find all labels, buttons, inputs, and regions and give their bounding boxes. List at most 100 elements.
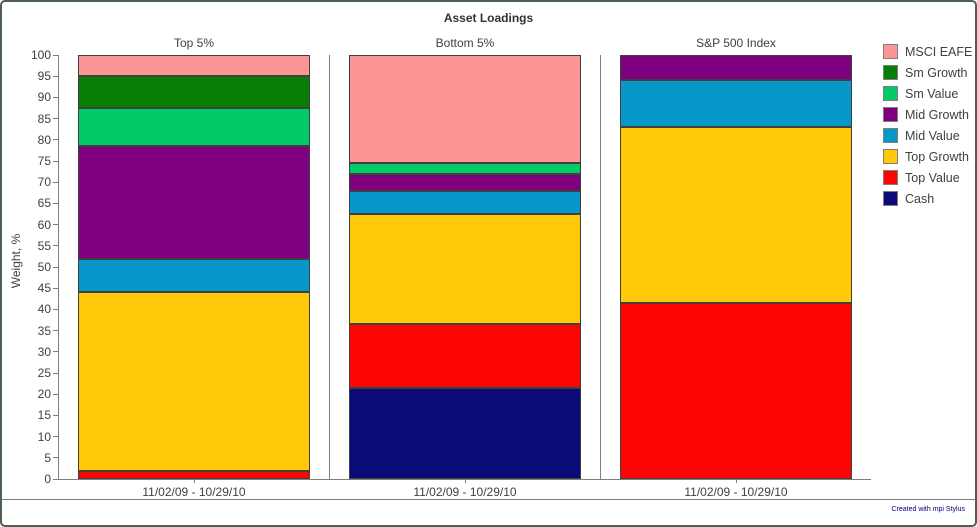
credit-text: Created with mpi Stylus	[891, 506, 965, 513]
y-tick	[53, 54, 58, 56]
y-tick-label: 50	[37, 260, 51, 274]
y-tick	[53, 118, 58, 120]
y-tick	[53, 393, 58, 395]
legend-label: Mid Value	[905, 128, 960, 143]
legend-item: Mid Value	[883, 128, 972, 143]
y-tick	[53, 372, 58, 374]
y-tick-label: 65	[37, 196, 51, 211]
bar-segment-msci-eafe	[348, 55, 582, 164]
y-tick	[53, 351, 58, 353]
stacked-bar	[77, 55, 311, 479]
x-tick	[465, 479, 466, 483]
y-tick	[53, 287, 58, 289]
bar-segment-cash	[348, 387, 582, 479]
bar-segment-mid-growth	[348, 173, 582, 191]
y-tick-label: 100	[30, 48, 51, 62]
y-tick	[53, 202, 58, 204]
panel-title: Bottom 5%	[435, 36, 495, 50]
y-tick	[53, 414, 58, 416]
bar-segment-top-value	[348, 324, 582, 388]
legend-swatch-sm-growth	[883, 65, 898, 80]
stacked-bar	[619, 55, 853, 479]
y-tick-label: 90	[37, 90, 51, 105]
y-tick-label: 45	[37, 281, 51, 296]
stacked-bar	[348, 55, 582, 479]
y-tick-label: 70	[37, 175, 51, 190]
y-tick-label: 20	[37, 387, 51, 402]
x-tick	[194, 479, 195, 483]
panel-top-5: Top 5% 11/02/09 - 10/29/10	[59, 36, 330, 499]
y-tick	[53, 308, 58, 310]
y-tick	[53, 75, 58, 77]
legend-item: Sm Value	[883, 86, 972, 101]
legend-swatch-top-growth	[883, 149, 898, 164]
y-tick	[53, 330, 58, 332]
legend-label: Top Growth	[905, 149, 969, 164]
legend-swatch-cash	[883, 191, 898, 206]
y-tick-label: 40	[37, 302, 51, 317]
legend-label: Cash	[905, 191, 935, 206]
y-tick-label: 30	[37, 344, 51, 359]
legend-item: Sm Growth	[883, 65, 972, 80]
y-tick-label: 80	[37, 132, 51, 147]
y-tick	[53, 139, 58, 141]
x-axis-label: 11/02/09 - 10/29/10	[684, 485, 788, 499]
legend-item: MSCI EAFE	[883, 44, 973, 59]
y-tick-label: 35	[37, 323, 51, 338]
bar-segment-top-growth	[77, 292, 311, 471]
y-tick-label: 55	[37, 238, 51, 253]
legend-item: Top Growth	[883, 149, 972, 164]
y-tick-label: 15	[37, 408, 51, 423]
y-tick-label: 85	[37, 111, 51, 126]
x-axis-label: 11/02/09 - 10/29/10	[413, 485, 517, 499]
legend-swatch-mid-value	[883, 128, 898, 143]
y-tick	[53, 457, 58, 459]
y-tick	[53, 160, 58, 162]
legend-swatch-sm-value	[883, 86, 898, 101]
legend-label: Mid Growth	[905, 107, 969, 122]
y-tick-label: 95	[37, 69, 51, 84]
y-tick-label: 10	[37, 429, 51, 444]
y-tick-label: 5	[44, 450, 51, 465]
legend: MSCI EAFE Sm Growth Sm Value Mid Growth Mid …	[883, 44, 973, 213]
panel-bottom-5: Bottom 5% 11/02/09 - 10/29/10	[330, 36, 601, 499]
y-tick	[53, 181, 58, 183]
y-tick	[53, 96, 58, 98]
y-tick	[53, 478, 58, 480]
bar-segment-mid-growth	[77, 146, 311, 259]
bar-segment-msci-eafe	[77, 55, 311, 77]
chart-title: Asset Loadings	[443, 11, 534, 25]
y-tick	[53, 224, 58, 226]
bar-segment-mid-growth	[619, 55, 853, 81]
bar-segment-top-growth	[348, 214, 582, 325]
y-tick	[53, 245, 58, 247]
legend-swatch-mid-growth	[883, 107, 898, 122]
legend-label: MSCI EAFE	[905, 44, 973, 59]
legend-swatch-top-value	[883, 170, 898, 185]
bar-segment-mid-value	[77, 258, 311, 293]
y-tick	[53, 266, 58, 268]
y-tick-label: 60	[37, 217, 51, 232]
legend-label: Sm Growth	[905, 65, 968, 80]
panel-title: S&P 500 Index	[696, 36, 776, 50]
footer-divider	[2, 499, 975, 500]
y-tick-label: 0	[44, 472, 51, 486]
plot-area: 0 5 10 15 20 25 30 35 40 45 50 55 60 65 70 75 80 85 90 95 10…	[31, 36, 871, 499]
legend-label: Top Value	[905, 170, 960, 185]
bar-segment-top-value	[77, 470, 311, 479]
legend-item: Cash	[883, 191, 972, 206]
y-tick-label: 25	[37, 366, 51, 380]
x-axis-label: 11/02/09 - 10/29/10	[142, 485, 246, 499]
y-tick	[53, 436, 58, 438]
panel-s-p-500-index: S&P 500 Index 11/02/09 - 10/29/10	[601, 36, 871, 499]
legend-item: Mid Growth	[883, 107, 972, 122]
legend-label: Sm Value	[905, 86, 959, 101]
bar-segment-mid-value	[619, 80, 853, 128]
legend-swatch-msci-eafe	[883, 44, 898, 59]
x-tick	[736, 479, 737, 483]
bar-segment-mid-value	[348, 190, 582, 214]
bar-segment-sm-value	[348, 163, 582, 174]
panel-title: Top 5%	[173, 36, 215, 50]
bar-segment-top-value	[619, 303, 853, 479]
